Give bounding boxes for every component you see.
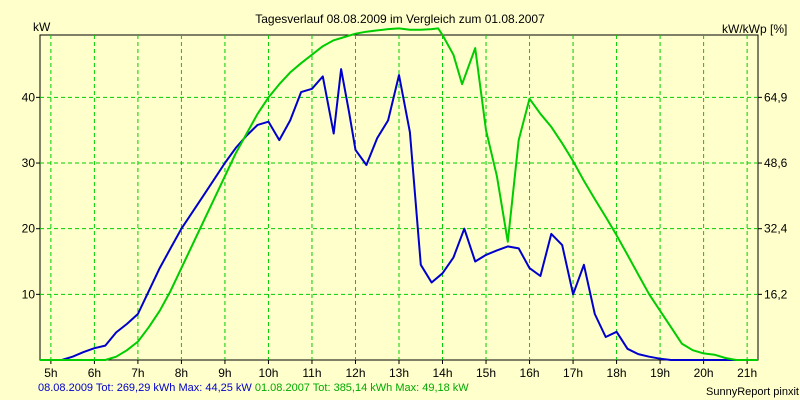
y-axis-label-right: kW/kWp [%] [722,22,788,36]
y-tick-label-left: 30 [22,156,36,170]
x-tick-label: 6h [88,366,101,380]
x-tick-label: 14h [432,366,452,380]
x-tick-label: 19h [650,366,670,380]
legend-series-1: 08.08.2009 Tot: 269,29 kWh Max: 44,25 kW [38,382,252,394]
x-tick-label: 18h [607,366,627,380]
credit-text: SunnyReport pinxit [706,386,799,398]
grid [36,35,762,364]
series-lines [40,27,758,361]
chart-title: Tagesverlauf 08.08.2009 im Vergleich zum… [255,12,545,26]
y-tick-label-left: 40 [22,90,36,104]
x-tick-label: 12h [345,366,365,380]
y-tick-label-left: 20 [22,222,36,236]
x-tick-label: 20h [694,366,714,380]
legend-footer: 08.08.2009 Tot: 269,29 kWh Max: 44,25 kW… [38,382,469,394]
series-line-2 [40,27,758,361]
series-line-1 [40,68,758,361]
tick-labels: 5h 6h 7h 8h 9h 10h 11h 12h 13h 14h 15h 16h 17h 18h 19h… [22,90,788,380]
y-tick-label-right: 16,2 [764,287,788,301]
x-tick-label: 21h [737,366,757,380]
y-tick-label-right: 32,4 [764,222,788,236]
x-tick-label: 8h [175,366,188,380]
y-tick-label-left: 10 [22,287,36,301]
x-tick-label: 10h [258,366,278,380]
x-tick-label: 9h [218,366,231,380]
x-tick-label: 15h [476,366,496,380]
x-tick-label: 13h [389,366,409,380]
y-tick-label-right: 64,9 [764,90,788,104]
y-tick-label-right: 48,6 [764,156,788,170]
x-tick-label: 16h [520,366,540,380]
y-axis-label-left: kW [33,20,51,34]
x-tick-label: 11h [302,366,321,380]
x-tick-label: 17h [563,366,583,380]
x-tick-label: 5h [44,366,57,380]
legend-series-2: 01.08.2007 Tot: 385,14 kWh Max: 49,18 kW [254,382,469,394]
x-tick-label: 7h [131,366,144,380]
